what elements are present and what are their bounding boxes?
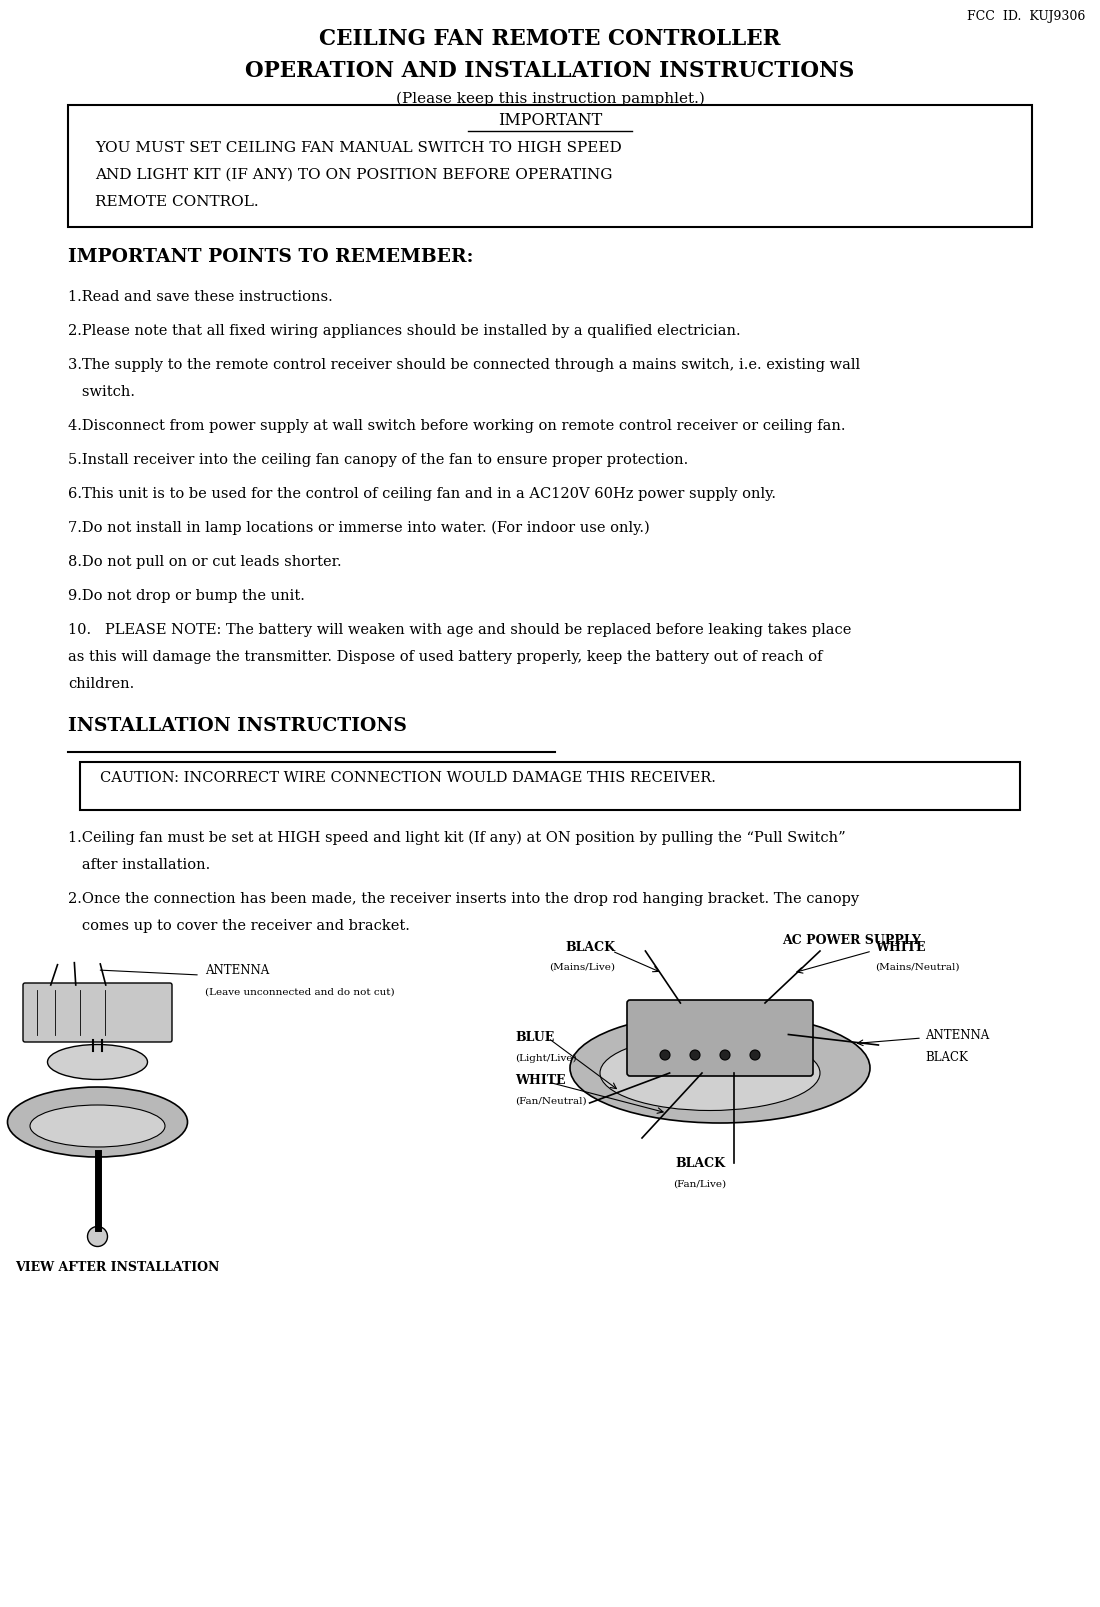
- Text: (Light/Live): (Light/Live): [515, 1053, 576, 1062]
- Text: 2.Once the connection has been made, the receiver inserts into the drop rod hang: 2.Once the connection has been made, the…: [68, 892, 859, 905]
- Circle shape: [690, 1051, 700, 1061]
- Text: 2.Please note that all fixed wiring appliances should be installed by a qualifie: 2.Please note that all fixed wiring appl…: [68, 323, 740, 337]
- Text: IMPORTANT: IMPORTANT: [498, 112, 602, 129]
- Text: VIEW AFTER INSTALLATION: VIEW AFTER INSTALLATION: [15, 1261, 219, 1274]
- Text: CAUTION: INCORRECT WIRE CONNECTION WOULD DAMAGE THIS RECEIVER.: CAUTION: INCORRECT WIRE CONNECTION WOULD…: [100, 770, 716, 784]
- Text: ANTENNA: ANTENNA: [205, 964, 270, 977]
- Circle shape: [720, 1051, 730, 1061]
- Text: ANTENNA: ANTENNA: [925, 1028, 989, 1041]
- Text: after installation.: after installation.: [68, 858, 210, 871]
- Text: BLUE: BLUE: [515, 1030, 554, 1043]
- Text: 1.Read and save these instructions.: 1.Read and save these instructions.: [68, 289, 332, 304]
- Ellipse shape: [600, 1037, 820, 1110]
- Bar: [68, 106, 1032, 228]
- Text: 6.This unit is to be used for the control of ceiling fan and in a AC120V 60Hz po: 6.This unit is to be used for the contro…: [68, 487, 776, 501]
- Text: (Leave unconnected and do not cut): (Leave unconnected and do not cut): [205, 987, 395, 996]
- Text: WHITE: WHITE: [874, 940, 925, 953]
- Ellipse shape: [47, 1045, 147, 1080]
- Text: (Mains/Live): (Mains/Live): [549, 963, 615, 971]
- Text: 5.Install receiver into the ceiling fan canopy of the fan to ensure proper prote: 5.Install receiver into the ceiling fan …: [68, 453, 689, 466]
- Ellipse shape: [8, 1088, 187, 1157]
- Text: FCC  ID.  KUJ9306: FCC ID. KUJ9306: [967, 10, 1085, 22]
- Text: BLACK: BLACK: [565, 940, 615, 953]
- Text: YOU MUST SET CEILING FAN MANUAL SWITCH TO HIGH SPEED: YOU MUST SET CEILING FAN MANUAL SWITCH T…: [95, 141, 622, 154]
- Text: IMPORTANT POINTS TO REMEMBER:: IMPORTANT POINTS TO REMEMBER:: [68, 247, 473, 265]
- Circle shape: [88, 1226, 108, 1247]
- Circle shape: [750, 1051, 760, 1061]
- Text: WHITE: WHITE: [515, 1073, 565, 1086]
- Text: 8.Do not pull on or cut leads shorter.: 8.Do not pull on or cut leads shorter.: [68, 554, 342, 569]
- Text: children.: children.: [68, 677, 134, 691]
- Text: (Mains/Neutral): (Mains/Neutral): [874, 963, 959, 971]
- FancyBboxPatch shape: [23, 983, 172, 1043]
- Text: 10.   PLEASE NOTE: The battery will weaken with age and should be replaced befor: 10. PLEASE NOTE: The battery will weaken…: [68, 622, 851, 636]
- Text: as this will damage the transmitter. Dispose of used battery properly, keep the : as this will damage the transmitter. Dis…: [68, 649, 823, 664]
- Text: AC POWER SUPPLY: AC POWER SUPPLY: [782, 934, 921, 947]
- Text: OPERATION AND INSTALLATION INSTRUCTIONS: OPERATION AND INSTALLATION INSTRUCTIONS: [245, 59, 855, 82]
- Text: REMOTE CONTROL.: REMOTE CONTROL.: [95, 194, 258, 209]
- Text: INSTALLATION INSTRUCTIONS: INSTALLATION INSTRUCTIONS: [68, 717, 407, 734]
- Text: 7.Do not install in lamp locations or immerse into water. (For indoor use only.): 7.Do not install in lamp locations or im…: [68, 521, 650, 535]
- Text: (Fan/Neutral): (Fan/Neutral): [515, 1096, 586, 1106]
- Text: comes up to cover the receiver and bracket.: comes up to cover the receiver and brack…: [68, 919, 410, 932]
- Ellipse shape: [570, 1014, 870, 1123]
- Text: switch.: switch.: [68, 384, 135, 399]
- Text: BLACK: BLACK: [925, 1051, 968, 1064]
- Text: CEILING FAN REMOTE CONTROLLER: CEILING FAN REMOTE CONTROLLER: [319, 27, 781, 50]
- Circle shape: [660, 1051, 670, 1061]
- Ellipse shape: [30, 1106, 165, 1147]
- Text: BLACK: BLACK: [675, 1157, 725, 1170]
- Text: 4.Disconnect from power supply at wall switch before working on remote control r: 4.Disconnect from power supply at wall s…: [68, 419, 846, 432]
- Text: AND LIGHT KIT (IF ANY) TO ON POSITION BEFORE OPERATING: AND LIGHT KIT (IF ANY) TO ON POSITION BE…: [95, 167, 613, 182]
- Text: 3.The supply to the remote control receiver should be connected through a mains : 3.The supply to the remote control recei…: [68, 358, 860, 371]
- Bar: [80, 763, 1020, 810]
- FancyBboxPatch shape: [627, 1001, 813, 1077]
- Text: (Fan/Live): (Fan/Live): [673, 1180, 727, 1188]
- Text: 1.Ceiling fan must be set at HIGH speed and light kit (If any) at ON position by: 1.Ceiling fan must be set at HIGH speed …: [68, 831, 846, 845]
- Text: 9.Do not drop or bump the unit.: 9.Do not drop or bump the unit.: [68, 588, 305, 603]
- Text: (Please keep this instruction pamphlet.): (Please keep this instruction pamphlet.): [396, 92, 704, 106]
